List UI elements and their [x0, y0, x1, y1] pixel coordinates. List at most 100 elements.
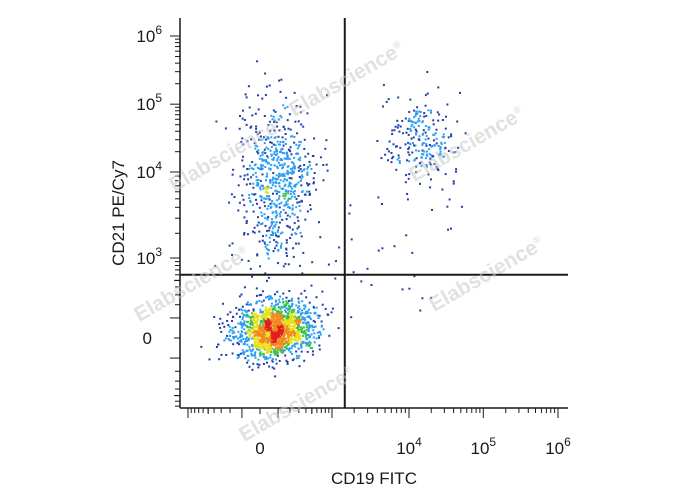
event-dot	[260, 165, 263, 168]
event-dot	[298, 201, 301, 204]
event-dot	[370, 284, 373, 286]
event-dot	[295, 350, 298, 353]
event-dot	[229, 339, 232, 342]
event-dot	[423, 112, 426, 115]
event-dot	[421, 133, 424, 136]
event-dot	[267, 308, 270, 311]
event-dot	[307, 330, 310, 333]
event-dot	[287, 198, 290, 200]
event-dot	[281, 152, 284, 154]
event-dot	[277, 317, 280, 320]
event-dot	[255, 338, 258, 341]
event-dot	[293, 308, 296, 311]
event-dot	[241, 316, 244, 319]
event-dot	[270, 302, 273, 305]
event-dot	[297, 152, 300, 155]
event-dot	[399, 146, 402, 149]
event-dot	[255, 127, 258, 130]
event-dot	[285, 218, 288, 221]
event-dot	[285, 179, 288, 182]
event-dot	[258, 206, 261, 209]
event-dot	[254, 112, 257, 115]
event-dot	[314, 325, 317, 328]
event-dot	[304, 333, 307, 336]
event-dot	[281, 340, 284, 343]
event-dot	[250, 138, 253, 141]
event-dot	[275, 334, 278, 337]
event-dot	[267, 148, 270, 151]
event-dot	[269, 317, 272, 320]
event-dot	[291, 299, 294, 302]
event-dot	[298, 337, 301, 340]
event-dot	[237, 354, 240, 356]
event-dot	[292, 172, 295, 175]
event-dot	[299, 164, 302, 167]
event-dot	[286, 105, 289, 108]
event-dot	[293, 156, 296, 159]
event-dot	[278, 195, 281, 197]
event-dot	[307, 334, 310, 336]
event-dot	[288, 304, 290, 307]
event-dot	[411, 123, 414, 126]
event-dot	[218, 323, 221, 326]
event-dot	[253, 226, 256, 229]
event-dot	[461, 205, 463, 208]
event-dot	[459, 91, 461, 94]
event-dot	[271, 311, 274, 314]
event-dot	[296, 306, 299, 309]
event-dot	[286, 199, 289, 202]
event-dot	[281, 325, 284, 328]
event-dot	[283, 197, 286, 200]
event-dot	[269, 296, 272, 299]
event-dot	[224, 337, 227, 340]
event-dot	[267, 345, 270, 348]
event-dot	[238, 127, 241, 130]
event-dot	[431, 208, 433, 211]
event-dot	[266, 338, 269, 341]
event-dot	[251, 322, 254, 325]
event-dot	[241, 331, 244, 334]
event-dot	[288, 149, 291, 152]
event-dot	[272, 181, 275, 184]
event-dot	[305, 324, 308, 327]
event-dot	[297, 328, 300, 331]
event-dot	[300, 341, 302, 344]
event-dot	[295, 105, 298, 107]
event-dot	[428, 126, 431, 129]
event-dot	[248, 334, 251, 337]
event-dot	[316, 314, 319, 317]
event-dot	[261, 167, 264, 170]
event-dot	[293, 325, 296, 328]
event-dot	[266, 323, 269, 326]
event-dot	[247, 326, 250, 329]
event-dot	[301, 175, 304, 178]
event-dot	[258, 138, 260, 141]
event-dot	[290, 317, 293, 320]
event-dot	[275, 324, 278, 327]
event-dot	[276, 343, 279, 345]
event-dot	[254, 326, 256, 329]
event-dot	[430, 178, 432, 181]
event-dot	[254, 147, 257, 150]
event-dot	[450, 135, 453, 138]
event-dot	[411, 151, 414, 154]
event-dot	[285, 201, 288, 204]
event-dot	[322, 179, 325, 182]
event-dot	[300, 179, 302, 182]
event-dot	[263, 316, 266, 319]
event-dot	[290, 341, 293, 344]
event-dot	[299, 231, 302, 234]
event-dot	[280, 305, 283, 308]
event-dot	[255, 322, 258, 325]
event-dot	[289, 146, 292, 149]
event-dot	[260, 343, 263, 346]
event-dot	[248, 197, 251, 199]
event-dot	[285, 241, 288, 244]
event-dot	[293, 192, 296, 195]
event-dot	[256, 348, 259, 351]
event-dot	[300, 312, 303, 315]
event-dot	[268, 365, 271, 368]
event-dot	[219, 317, 222, 320]
event-dot	[255, 125, 258, 128]
event-dot	[288, 318, 291, 321]
